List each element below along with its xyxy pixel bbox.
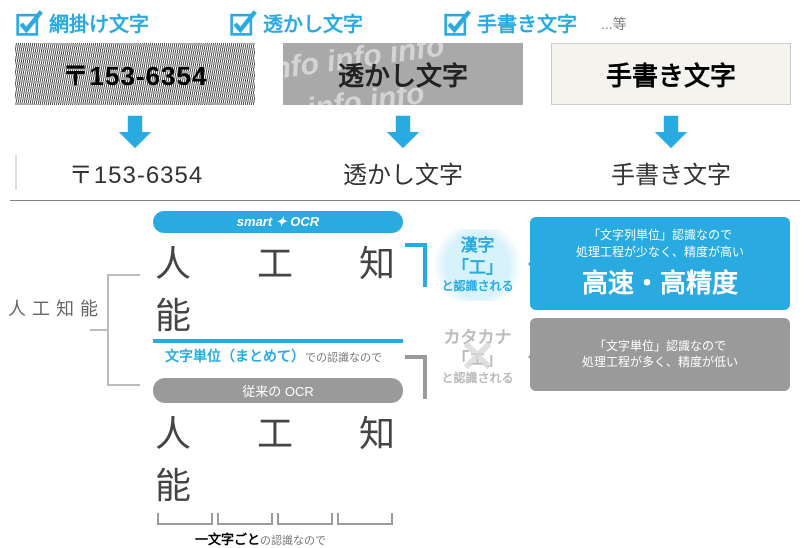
connector-lines <box>90 265 140 395</box>
arrow-down-icon <box>385 113 421 151</box>
sample-handwritten: 手書き文字 <box>551 43 791 105</box>
sample-watermark: 透かし文字 <box>283 43 523 105</box>
smart-chars: 人 工 知 能 <box>145 233 425 339</box>
check-item-hatched: 網掛け文字 <box>15 8 149 37</box>
check-label: 手書き文字 <box>477 8 577 37</box>
sample-hatched: 〒153-6354 <box>15 43 255 105</box>
result-handwritten: 手書き文字 <box>551 155 791 190</box>
checkbox-icon <box>15 9 43 37</box>
gray-caption: 一文字ごとの認識なので <box>145 525 425 548</box>
check-label: 透かし文字 <box>263 8 363 37</box>
check-item-handwritten: 手書き文字 <box>443 8 577 37</box>
kanji-recognition: 漢字「工」 と認識される <box>425 229 530 301</box>
callout-slow: 「文字単位」認識なので 処理工程が多く、精度が低い <box>530 318 790 392</box>
check-label: 網掛け文字 <box>49 8 149 37</box>
checkbox-icon <box>443 9 471 37</box>
blue-underline <box>153 339 403 343</box>
legacy-chars: 人 工 知 能 <box>145 403 425 509</box>
check-item-watermark: 透かし文字 <box>229 8 363 37</box>
arrow-down-icon <box>653 113 689 151</box>
misc-label: ...等 <box>601 14 627 37</box>
arrow-down-icon <box>117 113 153 151</box>
result-watermark: 透かし文字 <box>283 155 523 190</box>
katakana-recognition: カタカナ「エ」 と認識される <box>425 327 530 387</box>
legacy-ocr-badge: 従来の OCR <box>153 378 403 403</box>
hook-gray <box>405 355 427 399</box>
char-brackets <box>145 509 425 525</box>
checkbox-icon <box>229 9 257 37</box>
result-hatched: 〒153-6354 <box>15 155 255 190</box>
callout-fast-accurate: 「文字列単位」認識なので 処理工程が少なく、精度が高い 高速・高精度 <box>530 217 790 310</box>
smart-ocr-badge: smart ✦ OCR <box>153 211 403 233</box>
hook-blue <box>405 243 427 287</box>
blue-caption: 文字単位（まとめて）での認識なので <box>145 346 425 366</box>
